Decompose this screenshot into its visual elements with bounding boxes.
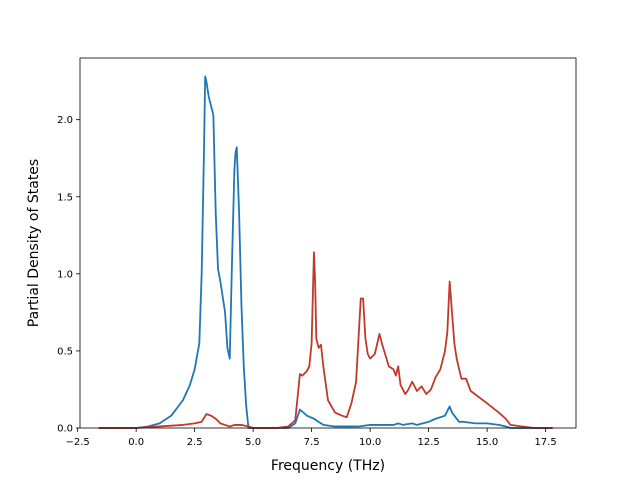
y-tick-label: 1.0 — [57, 269, 73, 280]
x-axis-label: Frequency (THz) — [271, 458, 385, 474]
x-tick-label: 2.5 — [187, 437, 203, 448]
y-tick-label: 2.0 — [57, 115, 73, 126]
x-tick-label: 7.5 — [304, 437, 320, 448]
y-axis-ticks: 0.0 0.5 1.0 1.5 2.0 — [57, 115, 80, 435]
x-tick-label: 12.5 — [417, 437, 439, 448]
y-tick-label: 0.0 — [57, 424, 73, 435]
x-tick-label: −2.5 — [66, 437, 90, 448]
y-tick-label: 1.5 — [57, 192, 73, 203]
y-tick-label: 0.5 — [57, 346, 73, 357]
plot-frame — [79, 57, 577, 429]
x-tick-label: 17.5 — [534, 437, 556, 448]
series-line-2 — [98, 251, 553, 429]
y-axis-label: Partial Density of States — [26, 159, 42, 327]
x-axis-ticks: −2.5 0.0 2.5 5.0 7.5 10.0 12.5 15.0 17.5 — [66, 428, 557, 448]
x-tick-label: 15.0 — [476, 437, 498, 448]
x-tick-label: 5.0 — [245, 437, 261, 448]
x-tick-label: 0.0 — [128, 437, 144, 448]
x-tick-label: 10.0 — [359, 437, 381, 448]
